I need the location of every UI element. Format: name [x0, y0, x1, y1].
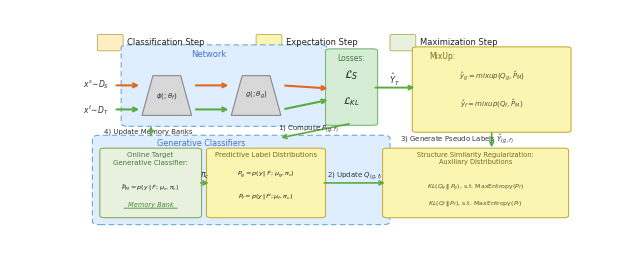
Text: $\hat{y}_g = mixup(Q_g, \hat{P}_M)$: $\hat{y}_g = mixup(Q_g, \hat{P}_M)$	[459, 69, 525, 83]
Text: Maximization Step: Maximization Step	[420, 38, 497, 47]
FancyBboxPatch shape	[326, 49, 378, 125]
Text: 4) Update Memory Banks: 4) Update Memory Banks	[104, 128, 192, 134]
Text: Predictive Label Distributions: Predictive Label Distributions	[215, 152, 317, 158]
Polygon shape	[231, 76, 281, 115]
Text: $g(;\theta_g)$: $g(;\theta_g)$	[244, 90, 268, 101]
Text: $\hat{P}_M = p(y\,|\,f^t;\mu_c,\pi_c)$: $\hat{P}_M = p(y\,|\,f^t;\mu_c,\pi_c)$	[122, 182, 180, 193]
FancyBboxPatch shape	[412, 47, 571, 132]
Text: $\hat{y}_f = mixup(Q_f, \hat{P}_M)$: $\hat{y}_f = mixup(Q_f, \hat{P}_M)$	[460, 97, 524, 110]
FancyBboxPatch shape	[383, 148, 568, 218]
FancyBboxPatch shape	[390, 35, 416, 51]
Text: $P_f = p(y\,|\,f^t;\mu_f,\pi_c)$: $P_f = p(y\,|\,f^t;\mu_f,\pi_c)$	[238, 192, 294, 202]
Polygon shape	[142, 76, 191, 115]
FancyBboxPatch shape	[92, 135, 390, 225]
Text: Network: Network	[191, 50, 227, 59]
Text: $P_g = p(y\,|\,f^t;\mu_g,\pi_c)$: $P_g = p(y\,|\,f^t;\mu_g,\pi_c)$	[237, 170, 295, 180]
Text: Losses:: Losses:	[338, 54, 365, 63]
Text: $\phi(;\theta_f)$: $\phi(;\theta_f)$	[156, 91, 177, 101]
Text: 2) Update $Q_{(g,f)}$: 2) Update $Q_{(g,f)}$	[327, 171, 382, 181]
Text: Structure Similarity Regularization:
Auxiliary Distributions: Structure Similarity Regularization: Aux…	[417, 152, 534, 165]
Text: $KL(Q_g\,\|\,P_g)$, s.t. MaxEntropy$(P_f)$: $KL(Q_g\,\|\,P_g)$, s.t. MaxEntropy$(P_f…	[427, 183, 524, 192]
Text: $\hat{Y}_T$: $\hat{Y}_T$	[389, 72, 401, 88]
Text: $x^s\!\sim\!D_S$: $x^s\!\sim\!D_S$	[83, 78, 109, 91]
FancyBboxPatch shape	[256, 35, 282, 51]
FancyBboxPatch shape	[100, 148, 202, 218]
Text: $\mathcal{L}_{KL}$: $\mathcal{L}_{KL}$	[343, 95, 360, 108]
Text: $\mathcal{L}_S$: $\mathcal{L}_S$	[344, 69, 359, 82]
Text: 3) Generate Pseudo Labels $\hat{Y}_{(g,f)}$: 3) Generate Pseudo Labels $\hat{Y}_{(g,f…	[400, 133, 514, 146]
FancyBboxPatch shape	[121, 45, 327, 126]
FancyBboxPatch shape	[97, 35, 123, 51]
Text: 1) Compute $P_{(g,f)}$: 1) Compute $P_{(g,f)}$	[278, 123, 339, 134]
Text: Memory Bank: Memory Bank	[128, 202, 173, 208]
Text: Generative Classifiers: Generative Classifiers	[157, 139, 246, 148]
Text: MixUp:: MixUp:	[429, 52, 456, 61]
Text: $x^t\!\sim\!D_T$: $x^t\!\sim\!D_T$	[83, 103, 109, 117]
Text: Online Target
Generative Classifier:: Online Target Generative Classifier:	[113, 152, 188, 166]
Text: Classification Step: Classification Step	[127, 38, 205, 47]
Text: Expectation Step: Expectation Step	[286, 38, 358, 47]
Text: $KL(Q_f\,\|\,P_f)$, s.t. MaxEntropy$(P_f)$: $KL(Q_f\,\|\,P_f)$, s.t. MaxEntropy$(P_f…	[428, 199, 523, 208]
FancyBboxPatch shape	[207, 148, 326, 218]
Text: $\pi_c$: $\pi_c$	[200, 171, 210, 181]
